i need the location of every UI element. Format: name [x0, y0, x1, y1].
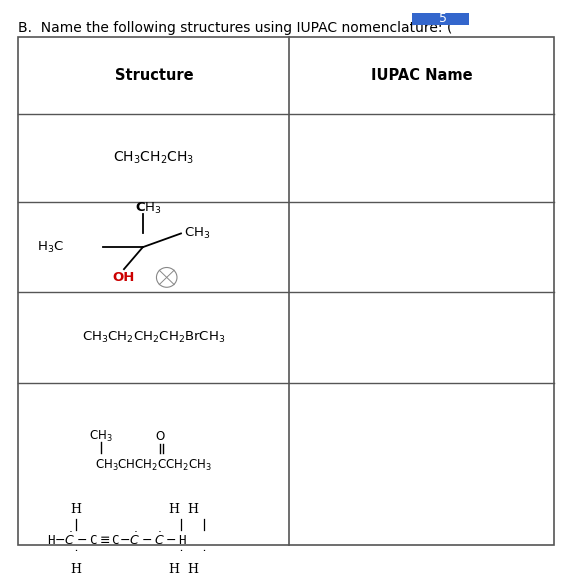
- Text: CH$_3$: CH$_3$: [89, 429, 113, 444]
- Text: H  H: H H: [169, 503, 199, 516]
- Text: CH$_3$CH$_2$CH$_3$: CH$_3$CH$_2$CH$_3$: [113, 150, 194, 166]
- Text: H  H: H H: [169, 563, 199, 574]
- Text: H$-\dot{C}-$C$\equiv$C$-\dot{C}-\dot{C}-$H: H$-\dot{C}-$C$\equiv$C$-\dot{C}-\dot{C}-…: [47, 532, 187, 548]
- Text: O: O: [156, 430, 165, 443]
- Text: $\bf{C}$H$_3$: $\bf{C}$H$_3$: [135, 201, 162, 216]
- Text: CH$_3$: CH$_3$: [184, 226, 210, 241]
- Text: H: H: [70, 503, 81, 516]
- Text: H: H: [70, 563, 81, 574]
- Text: B.  Name the following structures using IUPAC nomenclature: (: B. Name the following structures using I…: [18, 21, 453, 34]
- Text: 5: 5: [439, 13, 447, 25]
- Text: CH$_3$CHCH$_2$CCH$_2$CH$_3$: CH$_3$CHCH$_2$CCH$_2$CH$_3$: [95, 458, 213, 474]
- FancyBboxPatch shape: [18, 37, 554, 545]
- Text: Structure: Structure: [114, 68, 193, 83]
- Text: H$_3$C: H$_3$C: [37, 239, 64, 255]
- Text: CH$_3$CH$_2$CH$_2$CH$_2$BrCH$_3$: CH$_3$CH$_2$CH$_2$CH$_2$BrCH$_3$: [82, 330, 225, 346]
- Text: OH: OH: [113, 271, 135, 284]
- FancyBboxPatch shape: [412, 13, 469, 25]
- Text: IUPAC Name: IUPAC Name: [371, 68, 473, 83]
